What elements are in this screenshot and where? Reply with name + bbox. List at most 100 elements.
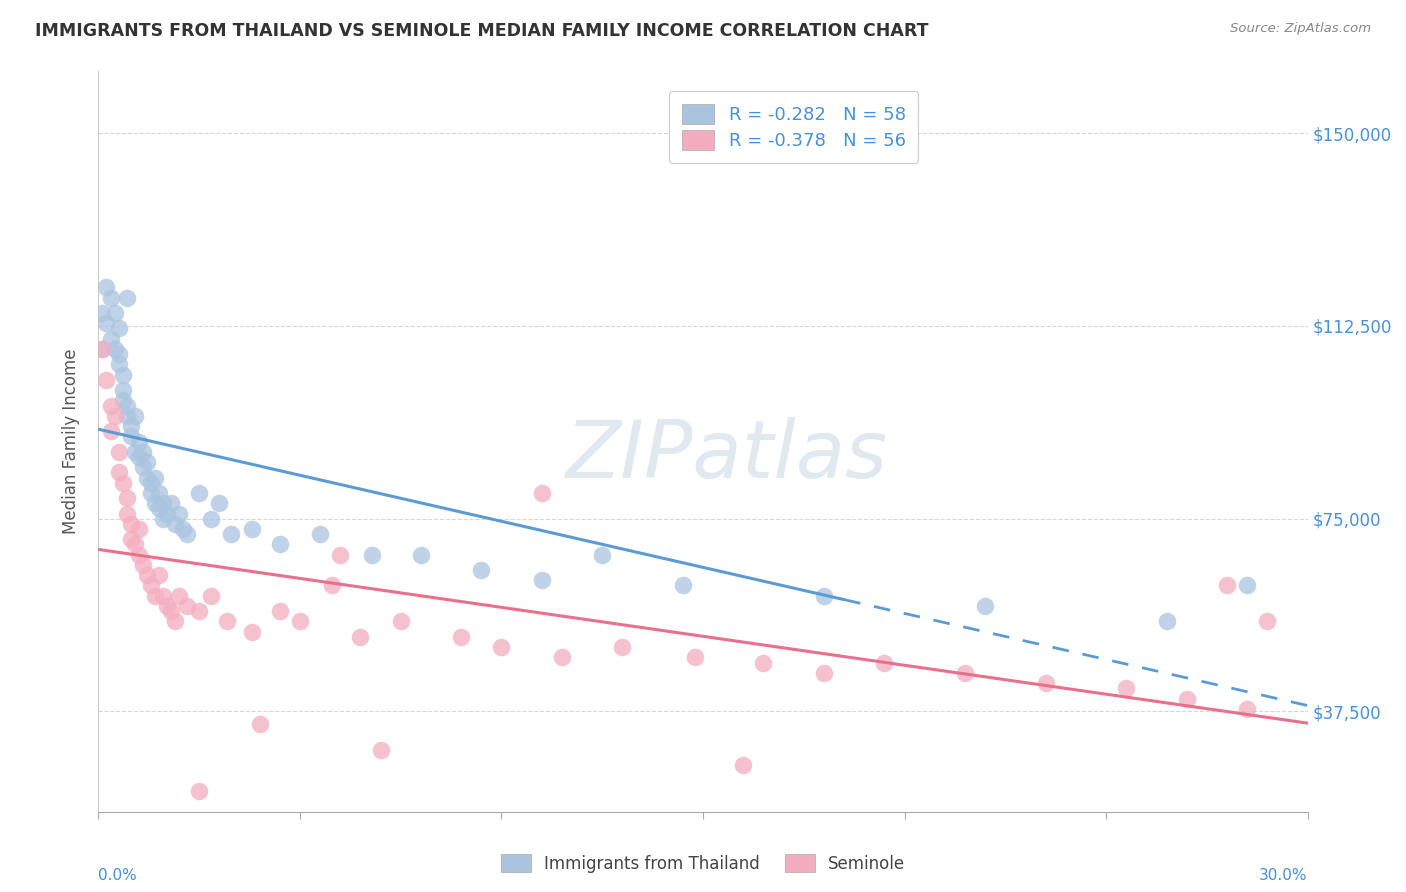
Point: [208, 496, 231, 510]
Point: [269, 604, 291, 618]
Point: [111, 383, 134, 397]
Point: [176, 599, 198, 613]
Point: [139, 475, 162, 490]
Point: [288, 615, 311, 629]
Point: [124, 409, 146, 423]
Point: [103, 342, 125, 356]
Point: [132, 445, 155, 459]
Point: [167, 507, 190, 521]
Point: [152, 511, 174, 525]
Point: [124, 445, 146, 459]
Point: [111, 475, 134, 490]
Point: [1035, 676, 1057, 690]
Point: [139, 578, 162, 592]
Point: [107, 466, 129, 480]
Point: [148, 486, 170, 500]
Point: [132, 558, 155, 572]
Point: [672, 578, 695, 592]
Point: [107, 445, 129, 459]
Legend: R = -0.282   N = 58, R = -0.378   N = 56: R = -0.282 N = 58, R = -0.378 N = 56: [669, 92, 918, 163]
Point: [107, 321, 129, 335]
Point: [111, 393, 134, 408]
Point: [974, 599, 997, 613]
Point: [329, 548, 352, 562]
Point: [249, 717, 271, 731]
Point: [120, 533, 142, 547]
Point: [1175, 691, 1198, 706]
Point: [200, 511, 222, 525]
Y-axis label: Median Family Income: Median Family Income: [62, 349, 80, 534]
Point: [111, 368, 134, 382]
Point: [160, 604, 183, 618]
Point: [1236, 578, 1258, 592]
Point: [1156, 615, 1178, 629]
Point: [156, 507, 179, 521]
Point: [551, 650, 574, 665]
Point: [612, 640, 634, 655]
Point: [309, 527, 332, 541]
Point: [1115, 681, 1137, 696]
Point: [128, 522, 150, 536]
Point: [349, 630, 371, 644]
Point: [100, 291, 122, 305]
Point: [128, 434, 150, 449]
Point: [135, 568, 157, 582]
Point: [1256, 615, 1278, 629]
Point: [163, 516, 186, 531]
Text: Source: ZipAtlas.com: Source: ZipAtlas.com: [1230, 22, 1371, 36]
Point: [530, 486, 553, 500]
Point: [1216, 578, 1239, 592]
Point: [115, 399, 138, 413]
Point: [91, 306, 114, 320]
Point: [103, 409, 125, 423]
Point: [1236, 702, 1258, 716]
Point: [409, 548, 432, 562]
Point: [172, 522, 194, 536]
Point: [813, 589, 835, 603]
Text: IMMIGRANTS FROM THAILAND VS SEMINOLE MEDIAN FAMILY INCOME CORRELATION CHART: IMMIGRANTS FROM THAILAND VS SEMINOLE MED…: [35, 22, 928, 40]
Point: [103, 306, 125, 320]
Point: [96, 373, 118, 387]
Point: [953, 665, 976, 680]
Point: [221, 527, 243, 541]
Point: [200, 589, 222, 603]
Point: [370, 743, 392, 757]
Point: [115, 491, 138, 505]
Point: [135, 455, 157, 469]
Point: [100, 332, 122, 346]
Point: [450, 630, 472, 644]
Point: [873, 656, 896, 670]
Point: [100, 424, 122, 438]
Point: [107, 358, 129, 372]
Point: [188, 784, 211, 798]
Point: [591, 548, 613, 562]
Point: [143, 470, 166, 484]
Point: [128, 450, 150, 464]
Point: [361, 548, 384, 562]
Point: [321, 578, 343, 592]
Point: [100, 399, 122, 413]
Point: [120, 429, 142, 443]
Point: [91, 342, 114, 356]
Point: [128, 548, 150, 562]
Point: [139, 486, 162, 500]
Point: [152, 589, 174, 603]
Point: [269, 537, 291, 551]
Point: [143, 496, 166, 510]
Point: [115, 507, 138, 521]
Text: ZIPatlas: ZIPatlas: [567, 417, 889, 495]
Point: [752, 656, 775, 670]
Point: [813, 665, 835, 680]
Point: [120, 516, 142, 531]
Point: [143, 589, 166, 603]
Text: 30.0%: 30.0%: [1260, 868, 1308, 883]
Legend: Immigrants from Thailand, Seminole: Immigrants from Thailand, Seminole: [494, 847, 912, 880]
Point: [124, 537, 146, 551]
Point: [470, 563, 492, 577]
Point: [120, 419, 142, 434]
Point: [96, 280, 118, 294]
Point: [107, 347, 129, 361]
Point: [135, 470, 157, 484]
Point: [217, 615, 239, 629]
Point: [389, 615, 412, 629]
